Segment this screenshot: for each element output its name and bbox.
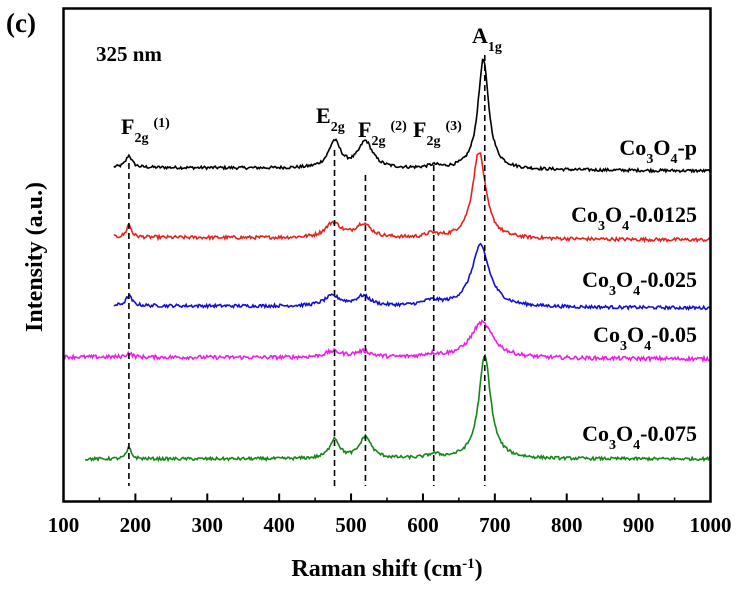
- series-labels: Co3O4-p Co3O4-0.0125 Co3O4-0.025 Co3O4-0.05…: [571, 135, 697, 453]
- spectrum-line: [84, 353, 712, 463]
- peak-reference-lines: [128, 55, 486, 486]
- x-axis-label: Raman shift (cm-1): [291, 556, 482, 582]
- x-tick-label: 800: [551, 513, 583, 537]
- y-axis-label: Intensity (a.u.): [22, 182, 48, 332]
- peak-label: F2g(1): [121, 114, 170, 146]
- series-label: Co3O4-0.0125: [571, 202, 697, 234]
- x-tick-label: 100: [48, 513, 80, 537]
- series-label: Co3O4-0.025: [582, 267, 697, 299]
- peak-label: F2g(2): [358, 117, 407, 149]
- series-label: Co3O4-0.075: [582, 421, 697, 453]
- series-label: Co3O4-p: [619, 135, 697, 167]
- x-tick-label: 600: [407, 513, 439, 537]
- x-tick-label: 500: [335, 513, 367, 537]
- peak-label: F2g(3): [413, 117, 462, 149]
- x-tick-label: 200: [120, 513, 152, 537]
- spectra-group: [63, 58, 712, 463]
- spectrum-line: [63, 319, 712, 364]
- x-axis: 100 200 300 400 500 600 700 800 900 1000: [48, 493, 732, 537]
- panel-label: (c): [6, 8, 36, 38]
- x-tick-label: 900: [623, 513, 655, 537]
- x-tick-label: 400: [263, 513, 295, 537]
- x-tick-label: 300: [192, 513, 224, 537]
- peak-label: E2g: [316, 103, 345, 135]
- wavelength-label: 325 nm: [96, 42, 162, 66]
- series-label: Co3O4-0.05: [593, 322, 697, 354]
- peak-label: A1g: [472, 23, 502, 55]
- spectrum-line: [113, 152, 711, 244]
- spectrum-line: [113, 58, 711, 174]
- plot-frame: [62, 7, 712, 503]
- x-tick-label: 1000: [690, 513, 732, 537]
- spectrum-line: [113, 242, 711, 312]
- x-tick-label: 700: [479, 513, 511, 537]
- peak-labels: F2g(1) E2g F2g(2) F2g(3) A1g: [121, 23, 502, 149]
